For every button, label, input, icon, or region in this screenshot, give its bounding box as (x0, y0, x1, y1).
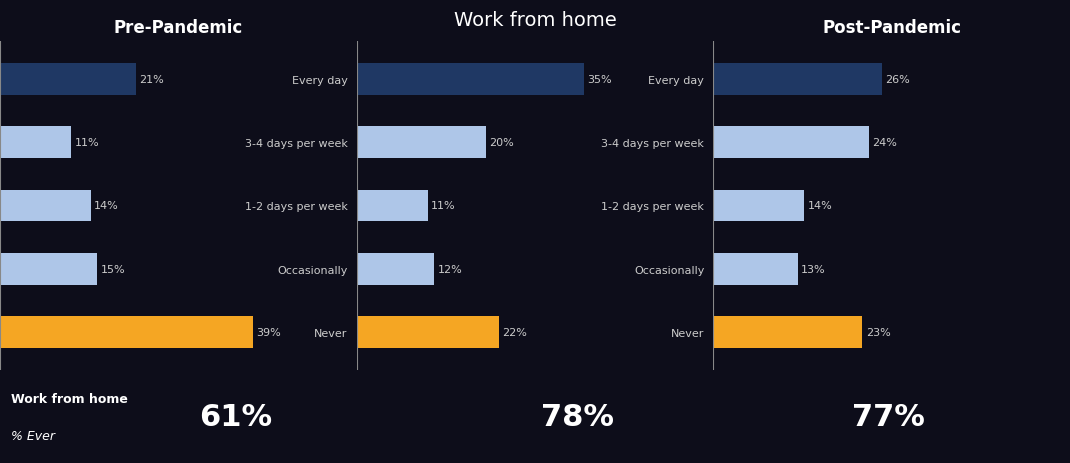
Text: % Ever: % Ever (11, 429, 55, 442)
Bar (0, 317, 253, 348)
Title: Post-Pandemic: Post-Pandemic (822, 19, 961, 38)
Text: 22%: 22% (503, 327, 528, 338)
Bar (0, 127, 72, 159)
Text: 11%: 11% (431, 201, 456, 211)
Bar (714, 190, 805, 222)
Text: 20%: 20% (490, 138, 515, 148)
Bar (714, 64, 882, 95)
Bar (356, 127, 487, 159)
Text: 13%: 13% (800, 264, 825, 274)
Bar (714, 127, 869, 159)
Bar (0, 190, 91, 222)
Bar (714, 253, 797, 285)
Bar (356, 190, 428, 222)
Text: 26%: 26% (885, 75, 910, 85)
Text: Work from home: Work from home (454, 12, 616, 30)
Text: 77%: 77% (852, 402, 924, 431)
Bar (714, 317, 862, 348)
Bar (0, 253, 97, 285)
Text: 78%: 78% (541, 402, 614, 431)
Bar (0, 64, 136, 95)
Title: Pre-Pandemic: Pre-Pandemic (113, 19, 243, 38)
Text: 23%: 23% (866, 327, 890, 338)
Text: 12%: 12% (438, 264, 462, 274)
Bar (356, 317, 500, 348)
Text: 11%: 11% (75, 138, 100, 148)
Text: 35%: 35% (586, 75, 611, 85)
Text: 15%: 15% (101, 264, 125, 274)
Text: 14%: 14% (94, 201, 119, 211)
Text: 24%: 24% (872, 138, 897, 148)
Bar (356, 64, 583, 95)
Text: 14%: 14% (808, 201, 832, 211)
Text: 61%: 61% (199, 402, 272, 431)
Text: 21%: 21% (139, 75, 164, 85)
Text: 39%: 39% (256, 327, 281, 338)
Bar (356, 253, 434, 285)
Text: Work from home: Work from home (11, 392, 127, 405)
